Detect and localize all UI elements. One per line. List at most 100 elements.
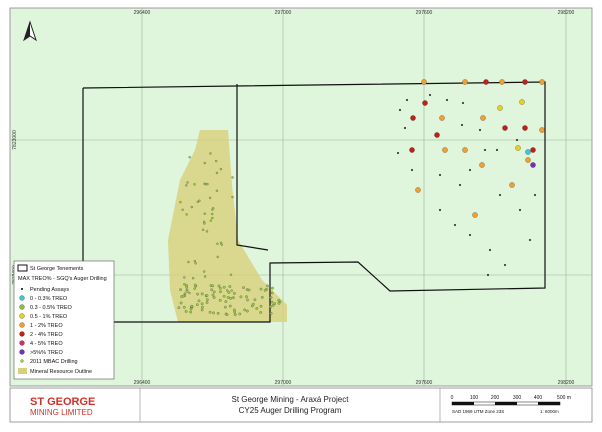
legend-label: 2 - 4% TREO <box>30 332 63 338</box>
scale-label: 0 <box>451 395 454 401</box>
pending-hole <box>488 248 492 252</box>
legend-label: 4 - 5% TREO <box>30 341 63 347</box>
mbac-hole <box>226 296 230 299</box>
mbac-hole <box>245 309 249 313</box>
mbac-hole <box>193 283 197 287</box>
auger-hole <box>497 105 503 111</box>
mbac-hole <box>229 273 233 276</box>
mbac-hole <box>211 216 214 220</box>
auger-hole <box>499 79 505 85</box>
legend-label: 2011 MBAC Drilling <box>30 359 78 365</box>
mbac-hole <box>190 205 193 209</box>
pending-hole <box>518 208 522 212</box>
auger-hole <box>530 147 536 153</box>
mbac-hole <box>233 310 237 314</box>
legend-symbol <box>19 349 25 355</box>
mbac-hole <box>219 286 222 290</box>
mbac-hole <box>196 200 199 203</box>
auger-hole <box>539 127 545 133</box>
grid-label: 298200 <box>558 380 575 386</box>
grid-label: 7823000 <box>12 130 18 150</box>
scale-label: 400 <box>534 395 543 401</box>
mbac-hole <box>185 213 188 216</box>
mbac-hole <box>233 292 236 295</box>
pending-hole <box>483 148 487 152</box>
mbac-hole <box>205 294 209 297</box>
pending-hole <box>468 168 472 172</box>
scale-segment <box>495 402 517 405</box>
mbac-hole <box>215 159 218 163</box>
mbac-hole <box>222 285 226 289</box>
mbac-hole <box>212 290 216 294</box>
mbac-hole <box>259 311 263 314</box>
pending-hole <box>438 208 442 212</box>
legend-label: 0 - 0.3% TREO <box>30 296 68 302</box>
auger-hole <box>421 79 427 85</box>
pending-hole <box>398 108 402 112</box>
scale-bar: 0 100 200 300 400 500 m SAD 1969 UTM Zon… <box>451 395 571 414</box>
map-title: St George Mining - Araxá Project <box>232 395 350 404</box>
mbac-hole <box>193 260 197 263</box>
legend-symbol <box>19 313 25 319</box>
mbac-hole <box>190 304 194 308</box>
mbac-hole <box>183 276 186 279</box>
legend-symbol <box>18 368 27 374</box>
pending-hole <box>458 183 462 187</box>
auger-hole <box>479 162 485 168</box>
legend-symbol <box>19 295 25 301</box>
grid-label: 296400 <box>134 380 151 386</box>
mbac-hole <box>222 294 226 298</box>
pending-hole <box>460 123 464 127</box>
scale-label: 500 m <box>557 395 571 401</box>
mbac-hole <box>242 286 245 289</box>
auger-hole <box>522 79 528 85</box>
projection: SAD 1969 UTM Zone 23S <box>452 409 504 414</box>
legend-symbol <box>19 331 25 337</box>
mbac-hole <box>233 308 236 312</box>
mbac-hole <box>183 305 186 309</box>
scale-label: 300 <box>513 395 522 401</box>
mbac-hole <box>183 292 187 295</box>
mbac-hole <box>263 289 267 292</box>
mbac-hole <box>273 302 276 305</box>
map-subtitle: CY25 Auger Drilling Program <box>239 406 342 415</box>
pending-hole <box>486 273 490 277</box>
pending-hole <box>405 98 409 102</box>
legend-symbol <box>19 340 25 346</box>
grid-label: 297000 <box>275 10 292 16</box>
mbac-hole <box>188 156 191 159</box>
mbac-hole <box>211 212 214 216</box>
legend-label: >5%% TREO <box>30 350 63 356</box>
mbac-hole <box>218 298 222 302</box>
pending-hole <box>468 233 472 237</box>
mbac-hole <box>185 285 189 289</box>
mbac-hole <box>230 289 233 292</box>
resource-outline <box>168 130 287 322</box>
mbac-hole <box>179 288 182 291</box>
legend-label: 1 - 2% TREO <box>30 323 63 329</box>
mbac-hole <box>202 220 206 224</box>
pending-hole <box>533 193 537 197</box>
scale-segment <box>538 402 560 405</box>
mbac-hole <box>269 296 273 299</box>
scale-label: 200 <box>491 395 500 401</box>
mbac-hole <box>203 212 206 215</box>
pending-hole <box>403 126 407 130</box>
auger-hole <box>442 147 448 153</box>
legend-symbol <box>17 264 28 272</box>
mbac-hole <box>209 219 212 222</box>
tenement-boundary <box>82 81 546 323</box>
mbac-hole <box>271 286 274 290</box>
scale-segment <box>452 402 474 405</box>
mbac-hole <box>245 295 248 299</box>
mbac-hole <box>215 189 219 192</box>
mbac-hole <box>226 289 229 292</box>
auger-hole <box>502 125 508 131</box>
legend-label: MAX TREO% - SGQ's Auger Drilling <box>18 276 107 282</box>
mbac-hole <box>270 300 274 304</box>
mbac-hole <box>227 291 231 294</box>
mbac-hole <box>184 310 188 313</box>
mbac-hole <box>247 288 251 292</box>
mbac-hole <box>271 303 275 307</box>
legend-symbol <box>20 359 24 363</box>
